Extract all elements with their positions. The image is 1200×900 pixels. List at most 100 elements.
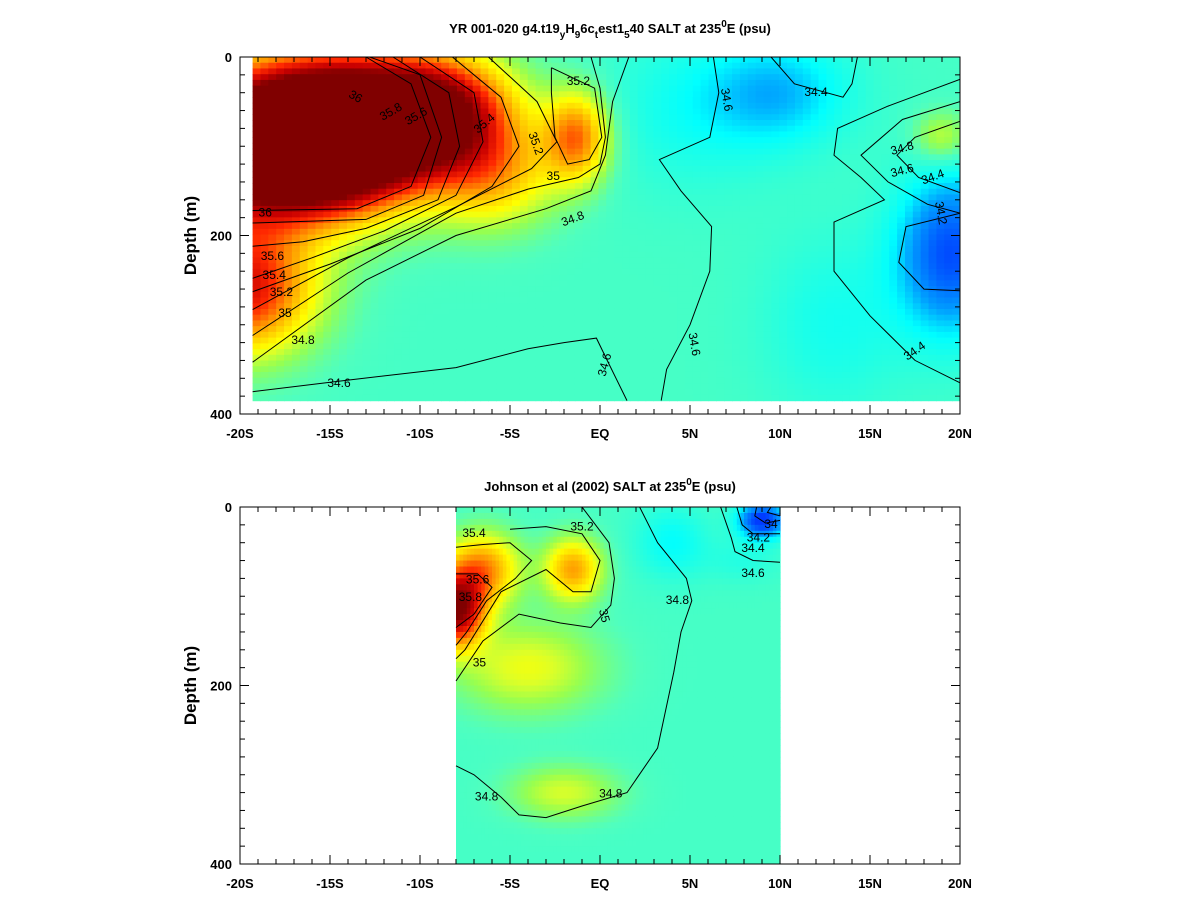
salinity-cell — [417, 194, 427, 201]
salinity-cell — [771, 280, 780, 287]
salinity-cell — [433, 137, 442, 144]
salinity-cell — [889, 154, 898, 161]
salinity-cell — [339, 297, 348, 304]
salinity-cell — [606, 194, 615, 201]
salinity-cell — [724, 371, 733, 379]
salinity-cell — [826, 377, 835, 385]
salinity-cell — [881, 182, 890, 190]
salinity-cell — [614, 343, 623, 350]
salinity-cell — [622, 303, 631, 310]
salinity-cell — [724, 131, 733, 138]
salinity-cell — [496, 68, 505, 75]
salinity-cell — [810, 394, 820, 402]
salinity-cell — [724, 286, 733, 293]
salinity-cell — [488, 102, 497, 110]
salinity-cell — [692, 268, 702, 276]
salinity-cell — [284, 303, 293, 310]
salinity-cell — [456, 257, 466, 264]
salinity-cell — [535, 326, 545, 333]
salinity-cell — [818, 120, 827, 127]
salinity-cell — [480, 160, 489, 167]
salinity-cell — [409, 108, 419, 115]
salinity-cell — [551, 68, 560, 75]
salinity-cell — [677, 383, 686, 390]
salinity-cell — [747, 131, 757, 138]
salinity-cell — [519, 108, 529, 115]
salinity-cell — [881, 337, 890, 344]
salinity-cell — [307, 160, 317, 167]
salinity-cell — [331, 102, 340, 110]
salinity-cell — [842, 137, 851, 144]
salinity-cell — [747, 234, 757, 241]
salinity-cell — [724, 274, 733, 281]
salinity-cell — [386, 125, 395, 133]
salinity-cell — [857, 194, 867, 201]
salinity-cell — [897, 371, 906, 379]
salinity-cell — [865, 377, 875, 385]
salinity-cell — [488, 268, 497, 276]
salinity-cell — [504, 171, 513, 178]
salinity-cell — [645, 74, 655, 81]
salinity-cell — [692, 291, 702, 299]
salinity-cell — [394, 280, 403, 287]
salinity-cell — [614, 188, 623, 196]
salinity-cell — [551, 366, 560, 373]
salinity-cell — [346, 182, 356, 190]
salinity-cell — [464, 217, 474, 224]
salinity-cell — [362, 102, 372, 110]
salinity-cell — [433, 165, 442, 173]
salinity-cell — [425, 268, 434, 276]
salinity-cell — [669, 274, 678, 281]
salinity-cell — [401, 349, 411, 356]
salinity-cell — [370, 377, 379, 385]
salinity-cell — [307, 142, 317, 150]
salinity-cell — [299, 303, 309, 310]
salinity-cell — [763, 97, 772, 104]
salinity-cell — [637, 371, 647, 379]
salinity-cell — [716, 337, 725, 344]
salinity-cell — [857, 223, 867, 230]
salinity-cell — [276, 120, 285, 127]
salinity-cell — [425, 320, 434, 327]
salinity-cell — [543, 291, 552, 299]
salinity-cell — [787, 188, 796, 196]
salinity-cell — [511, 160, 521, 167]
salinity-cell — [488, 326, 497, 333]
salinity-cell — [818, 308, 827, 316]
salinity-cell — [708, 200, 717, 207]
salinity-cell — [590, 160, 600, 167]
salinity-cell — [582, 205, 592, 213]
salinity-cell — [511, 74, 521, 81]
salinity-cell — [677, 251, 686, 259]
salinity-cell — [598, 228, 607, 236]
salinity-cell — [488, 223, 497, 230]
salinity-cell — [669, 366, 678, 373]
salinity-cell — [488, 274, 497, 281]
salinity-cell — [606, 320, 615, 327]
salinity-cell — [284, 188, 293, 196]
salinity-cell — [661, 354, 670, 362]
salinity-cell — [252, 223, 262, 230]
salinity-cell — [787, 171, 796, 178]
salinity-cell — [346, 394, 356, 402]
salinity-cell — [527, 394, 537, 402]
salinity-cell — [582, 240, 592, 247]
salinity-cell — [417, 394, 427, 402]
salinity-cell — [606, 360, 615, 367]
salinity-cell — [307, 68, 317, 75]
salinity-cell — [331, 320, 340, 327]
salinity-cell — [779, 188, 788, 196]
salinity-cell — [849, 394, 859, 402]
salinity-cell — [637, 360, 647, 367]
salinity-cell — [551, 274, 560, 281]
salinity-cell — [881, 142, 890, 150]
salinity-cell — [370, 108, 379, 115]
salinity-cell — [543, 383, 552, 390]
salinity-cell — [362, 74, 372, 81]
salinity-cell — [456, 371, 466, 379]
salinity-cell — [394, 68, 403, 75]
salinity-cell — [433, 268, 442, 276]
salinity-cell — [794, 142, 804, 150]
salinity-cell — [496, 131, 505, 138]
salinity-cell — [849, 320, 859, 327]
